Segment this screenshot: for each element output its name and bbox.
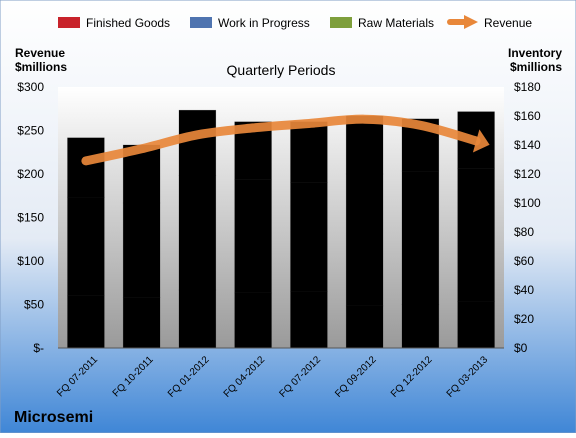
left-tick-label: $200 — [17, 167, 44, 181]
legend-swatch-finished-goods — [58, 17, 80, 28]
bar-finished-goods-fq-07-2011 — [68, 296, 105, 348]
bar-raw-materials-fq-07-2012 — [291, 122, 328, 183]
bar-finished-goods-fq-12-2012 — [402, 305, 439, 349]
left-axis-title-line2: $millions — [15, 60, 67, 74]
bar-work-in-progress-fq-07-2012 — [291, 183, 328, 292]
chart-title: Quarterly Periods — [227, 62, 336, 78]
right-tick-label: $120 — [514, 167, 541, 181]
right-tick-label: $20 — [514, 312, 534, 326]
left-tick-label: $300 — [17, 80, 44, 94]
bar-finished-goods-fq-01-2012 — [179, 290, 216, 348]
bar-finished-goods-fq-04-2012 — [235, 293, 272, 348]
bar-work-in-progress-fq-12-2012 — [402, 171, 439, 304]
bar-work-in-progress-fq-03-2013 — [458, 168, 495, 301]
right-axis-title-line2: $millions — [510, 60, 562, 74]
legend-label-raw-materials: Raw Materials — [358, 16, 434, 30]
left-tick-label: $- — [33, 341, 44, 355]
right-tick-label: $140 — [514, 138, 541, 152]
legend-label-work-in-progress: Work in Progress — [218, 16, 310, 30]
bar-finished-goods-fq-03-2013 — [458, 302, 495, 348]
right-axis-title-line1: Inventory — [508, 46, 562, 60]
left-tick-label: $50 — [24, 298, 44, 312]
bar-work-in-progress-fq-04-2012 — [235, 180, 272, 293]
company-name: Microsemi — [14, 409, 93, 426]
right-tick-label: $80 — [514, 225, 534, 239]
bar-finished-goods-fq-10-2011 — [123, 297, 160, 348]
bar-work-in-progress-fq-09-2012 — [346, 174, 383, 306]
left-axis-title-line1: Revenue — [15, 46, 65, 60]
bar-work-in-progress-fq-01-2012 — [179, 176, 216, 291]
right-tick-label: $180 — [514, 80, 541, 94]
bar-work-in-progress-fq-10-2011 — [123, 203, 160, 297]
bar-finished-goods-fq-09-2012 — [346, 306, 383, 348]
left-tick-label: $150 — [17, 211, 44, 225]
legend-swatch-raw-materials — [330, 17, 352, 28]
right-tick-label: $40 — [514, 283, 534, 297]
right-tick-label: $60 — [514, 254, 534, 268]
right-tick-label: $0 — [514, 341, 528, 355]
legend-swatch-work-in-progress — [190, 17, 212, 28]
bar-raw-materials-fq-09-2012 — [346, 116, 383, 174]
legend-label-finished-goods: Finished Goods — [86, 16, 170, 30]
bar-work-in-progress-fq-07-2011 — [68, 197, 105, 296]
right-tick-label: $100 — [514, 196, 541, 210]
left-tick-label: $100 — [17, 254, 44, 268]
right-tick-label: $160 — [514, 109, 541, 123]
bar-finished-goods-fq-07-2012 — [291, 291, 328, 348]
legend-label-revenue: Revenue — [484, 16, 532, 30]
bar-raw-materials-fq-07-2011 — [68, 138, 105, 198]
bar-raw-materials-fq-01-2012 — [179, 110, 216, 175]
left-tick-label: $250 — [17, 124, 44, 138]
